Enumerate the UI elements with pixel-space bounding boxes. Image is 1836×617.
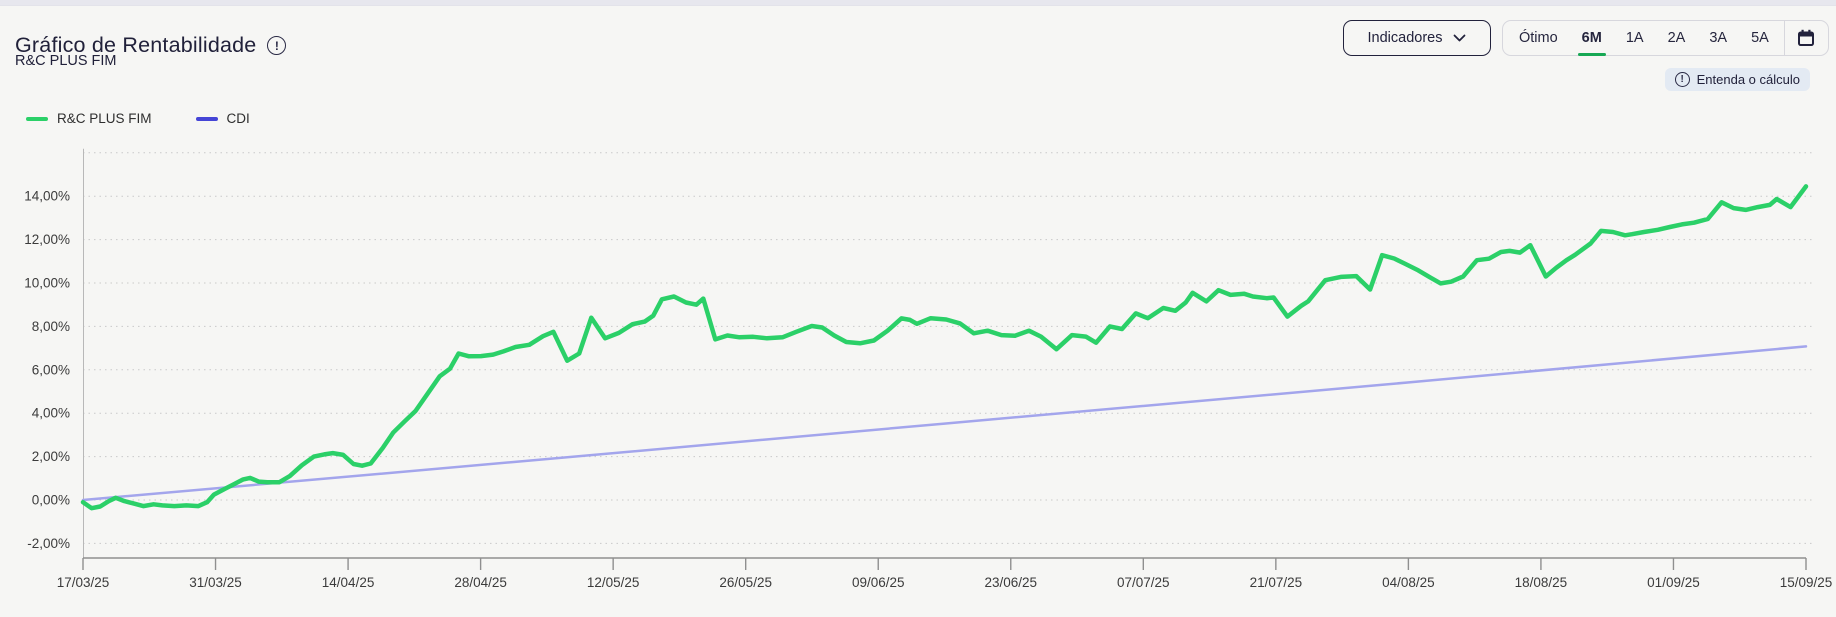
explain-calculation-label: Entenda o cálculo <box>1696 72 1800 87</box>
y-axis-tick-label: 0,00% <box>32 493 70 508</box>
y-axis-tick-label: 4,00% <box>32 406 70 421</box>
series-line-r-c-plus-fim[interactable] <box>80 184 1809 511</box>
page-title: Gráfico de Rentabilidade ! <box>15 33 287 58</box>
period-tab-2a[interactable]: 2A <box>1667 30 1686 46</box>
page-title-text: Gráfico de Rentabilidade <box>15 33 257 58</box>
period-tab-1a[interactable]: 1A <box>1625 30 1644 46</box>
y-axis-tick-label: 2,00% <box>32 449 70 464</box>
chart-legend: R&C PLUS FIM CDI <box>26 111 250 126</box>
indicators-dropdown-label: Indicadores <box>1367 30 1443 46</box>
y-axis-tick-label: -2,00% <box>27 536 70 551</box>
info-icon: ! <box>1674 72 1690 87</box>
top-border-strip <box>0 0 1836 6</box>
x-axis-tick-label: 31/03/25 <box>189 575 242 590</box>
y-axis-tick-label: 10,00% <box>24 276 70 291</box>
y-axis-tick-label: 8,00% <box>32 319 70 334</box>
x-axis-tick-label: 17/03/25 <box>57 575 110 590</box>
explain-calculation-chip[interactable]: ! Entenda o cálculo <box>1664 68 1810 91</box>
legend-item-r-c-plus-fim[interactable]: R&C PLUS FIM <box>26 111 152 126</box>
legend-label: R&C PLUS FIM <box>57 111 152 126</box>
period-selector-group: Ótimo 6M 1A 2A 3A 5A <box>1502 20 1829 56</box>
y-axis-tick-label: 6,00% <box>32 362 70 377</box>
period-group-divider <box>1783 21 1785 55</box>
x-axis-tick-label: 18/08/25 <box>1515 575 1568 590</box>
legend-label: CDI <box>226 111 250 126</box>
fund-name-subtitle: R&C PLUS FIM <box>15 53 117 69</box>
series-line-cdi[interactable] <box>81 345 1808 502</box>
x-axis-tick-label: 01/09/25 <box>1647 575 1700 590</box>
period-tab-3a[interactable]: 3A <box>1709 30 1728 46</box>
x-axis-tick-label: 09/06/25 <box>852 575 905 590</box>
period-tab-6m[interactable]: 6M <box>1570 21 1614 56</box>
x-axis-tick-label: 15/09/25 <box>1780 575 1833 590</box>
legend-swatch <box>195 116 218 121</box>
calendar-button[interactable] <box>1788 21 1824 55</box>
calendar-icon <box>1797 29 1814 46</box>
x-axis-tick-label: 04/08/25 <box>1382 575 1435 590</box>
x-axis-tick-label: 23/06/25 <box>984 575 1037 590</box>
x-axis-tick-label: 21/07/25 <box>1250 575 1303 590</box>
x-axis-tick-label: 26/05/25 <box>719 575 772 590</box>
x-axis-tick-label: 07/07/25 <box>1117 575 1170 590</box>
x-axis-tick-label: 28/04/25 <box>454 575 507 590</box>
indicators-dropdown-button[interactable]: Indicadores <box>1343 20 1491 56</box>
x-axis-tick-label: 14/04/25 <box>322 575 375 590</box>
info-icon[interactable]: ! <box>267 36 287 56</box>
y-axis-tick-label: 12,00% <box>24 232 70 247</box>
period-tab-ótimo[interactable]: Ótimo <box>1519 30 1558 46</box>
legend-swatch <box>26 116 48 121</box>
chevron-down-icon <box>1454 34 1466 42</box>
x-axis-tick-label: 12/05/25 <box>587 575 640 590</box>
rentability-line-chart[interactable]: -2,00% 0,00% 2,00% 4,00% 6,00% 8,00% 10,00% 12,… <box>0 138 1836 614</box>
y-axis-tick-label: 14,00% <box>24 189 70 204</box>
legend-item-cdi[interactable]: CDI <box>195 111 250 126</box>
period-tab-5a[interactable]: 5A <box>1751 30 1769 46</box>
